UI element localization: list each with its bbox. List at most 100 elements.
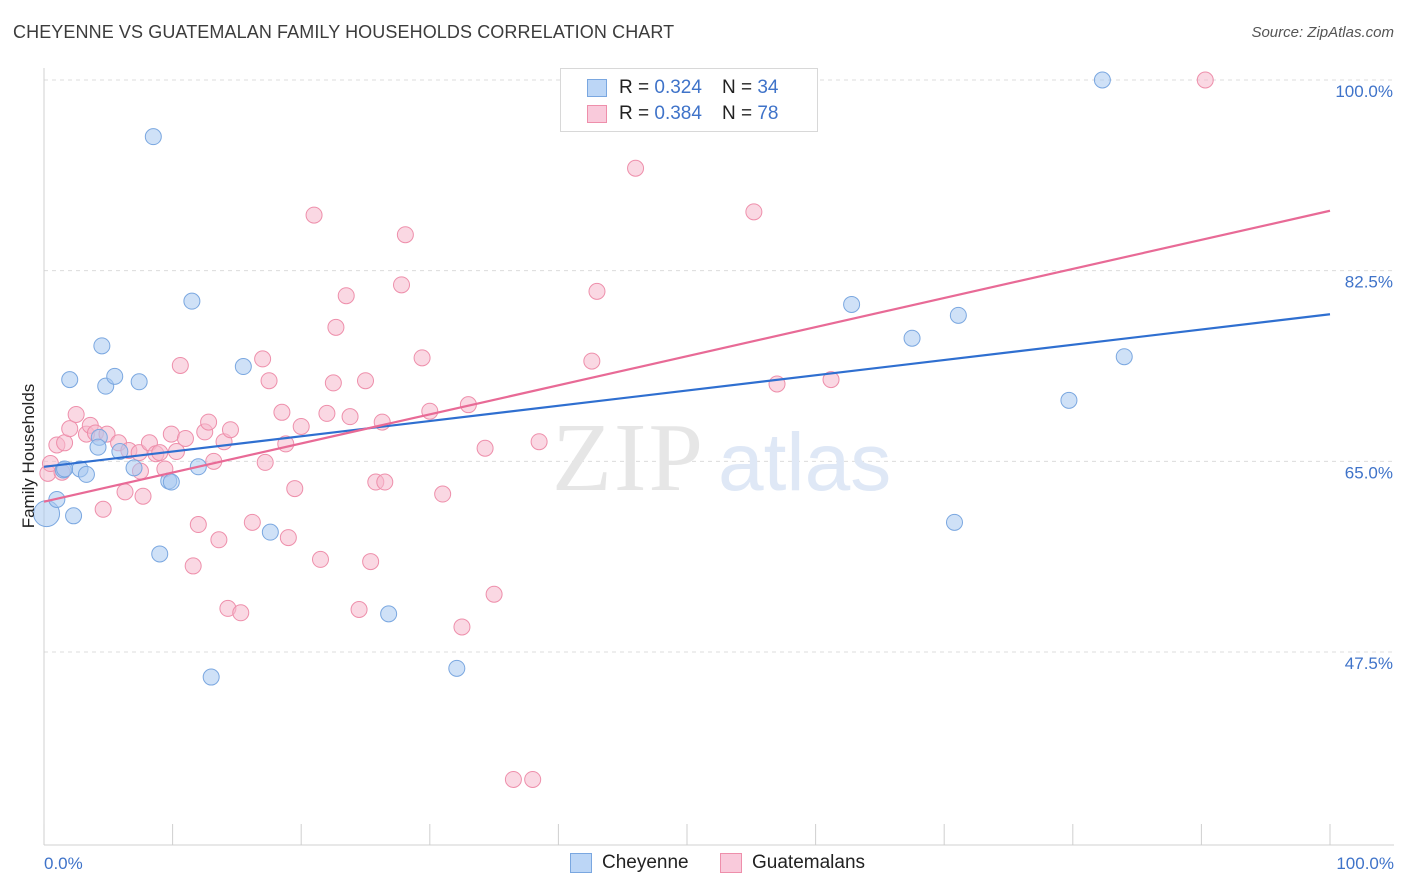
guatemalans-point xyxy=(421,402,439,420)
guatemalans-point xyxy=(67,405,85,423)
guatemalans-point xyxy=(327,318,345,336)
guatemalans-point xyxy=(318,404,336,422)
y-tick-labels: 47.5% 65.0% 82.5% 100.0% xyxy=(1335,82,1393,673)
trend-lines xyxy=(43,209,1331,503)
guatemalans-point xyxy=(324,374,342,392)
guatemalans-point xyxy=(94,500,112,518)
legend-r-value: 0.324 xyxy=(654,77,702,98)
guatemalans-point xyxy=(1196,71,1214,89)
guatemalans-point xyxy=(434,485,452,503)
cheyenne-point xyxy=(945,513,963,531)
guatemalans-point xyxy=(453,618,471,636)
guatemalans-point xyxy=(189,516,207,534)
cheyenne-point xyxy=(1093,71,1111,89)
cheyenne-point xyxy=(65,507,83,525)
cheyenne-point xyxy=(89,438,107,456)
guatemalans-point xyxy=(279,529,297,547)
legend-r-label: R = xyxy=(619,103,650,124)
y-tick-label: 82.5% xyxy=(1345,273,1393,292)
guatemalans-point xyxy=(162,425,180,443)
guatemalans-point xyxy=(273,403,291,421)
guatemalans-point xyxy=(524,770,542,788)
guatemalans-point xyxy=(396,226,414,244)
legend-row-cheyenne: R = 0.324 N = 34 xyxy=(587,76,778,100)
cheyenne-point xyxy=(77,465,95,483)
cheyenne-point xyxy=(903,329,921,347)
watermark: ZIP atlas xyxy=(552,404,891,512)
guatemalans-point xyxy=(530,433,548,451)
guatemalans-point xyxy=(362,553,380,571)
guatemalans-point xyxy=(232,604,250,622)
cheyenne-point xyxy=(130,373,148,391)
cheyenne-point xyxy=(93,337,111,355)
guatemalans-point xyxy=(745,203,763,221)
trend-line-guatemalans xyxy=(43,209,1331,503)
guatemalans-point xyxy=(822,371,840,389)
guatemalans-point xyxy=(292,417,310,435)
guatemalans-point xyxy=(260,372,278,390)
cheyenne-point xyxy=(111,443,129,461)
axes xyxy=(43,68,1394,846)
cheyenne-point xyxy=(202,668,220,686)
legend-r-value: 0.384 xyxy=(654,103,702,124)
legend-n-label: N = xyxy=(721,77,753,98)
series-legend-swatch-guatemalans xyxy=(720,853,742,873)
guatemalans-point xyxy=(221,421,239,439)
cheyenne-point xyxy=(261,523,279,541)
guatemalans-point xyxy=(337,287,355,305)
legend-r-label: R = xyxy=(619,77,650,98)
guatemalans-point xyxy=(413,349,431,367)
legend-n-label: N = xyxy=(721,103,753,124)
guatemalans-point xyxy=(627,159,645,177)
guatemalans-point xyxy=(56,434,74,452)
guatemalans-point xyxy=(350,601,368,619)
guatemalans-point xyxy=(311,550,329,568)
x-tick-label-max: 100.0% xyxy=(1336,854,1394,873)
guatemalans-point xyxy=(134,487,152,505)
y-tick-label: 65.0% xyxy=(1345,463,1393,482)
y-axis-label: Family Households xyxy=(19,384,38,529)
x-tick-label-min: 0.0% xyxy=(44,854,83,873)
guatemalans-point xyxy=(341,408,359,426)
x-tick-marks xyxy=(43,824,1331,845)
y-tick-label: 100.0% xyxy=(1335,82,1393,101)
guatemalans-point xyxy=(393,276,411,294)
cheyenne-point xyxy=(380,605,398,623)
guatemalans-point xyxy=(476,439,494,457)
cheyenne-point xyxy=(1115,348,1133,366)
guatemalans-point xyxy=(286,480,304,498)
correlation-legend: R = 0.324 N = 34 R = 0.384 N = 78 xyxy=(560,68,818,132)
guatemalans-point xyxy=(583,352,601,370)
chart-title: CHEYENNE VS GUATEMALAN FAMILY HOUSEHOLDS… xyxy=(13,22,675,42)
y-tick-label: 47.5% xyxy=(1345,654,1393,673)
legend-n-value: 78 xyxy=(757,103,779,124)
cheyenne-point xyxy=(949,306,967,324)
cheyenne-point xyxy=(1060,391,1078,409)
guatemalans-point xyxy=(171,356,189,374)
guatemalans-point xyxy=(254,350,272,368)
trend-line-cheyenne xyxy=(43,313,1331,468)
guatemalans-point xyxy=(243,513,261,531)
cheyenne-point xyxy=(183,292,201,310)
legend-swatch-cheyenne xyxy=(587,79,607,97)
cheyenne-point xyxy=(144,128,162,146)
legend-row-guatemalans: R = 0.384 N = 78 xyxy=(587,102,778,126)
cheyenne-point xyxy=(125,459,143,477)
guatemalans-point xyxy=(200,413,218,431)
series-legend-label-guatemalans: Guatemalans xyxy=(752,852,866,873)
guatemalans-point xyxy=(376,473,394,491)
cheyenne-point xyxy=(448,659,466,677)
legend-swatch-guatemalans xyxy=(587,105,607,123)
chart-source: Source: ZipAtlas.com xyxy=(1251,24,1394,41)
series-cheyenne-points xyxy=(33,71,1133,686)
cheyenne-point xyxy=(234,358,252,376)
guatemalans-point xyxy=(176,429,194,447)
guatemalans-point xyxy=(588,282,606,300)
cheyenne-point xyxy=(61,371,79,389)
series-legend-guatemalans: Guatemalans xyxy=(720,852,865,874)
guatemalans-point xyxy=(357,372,374,390)
guatemalans-point xyxy=(256,453,274,471)
watermark-zip: ZIP xyxy=(552,404,705,512)
series-guatemalans-points xyxy=(39,71,1214,788)
